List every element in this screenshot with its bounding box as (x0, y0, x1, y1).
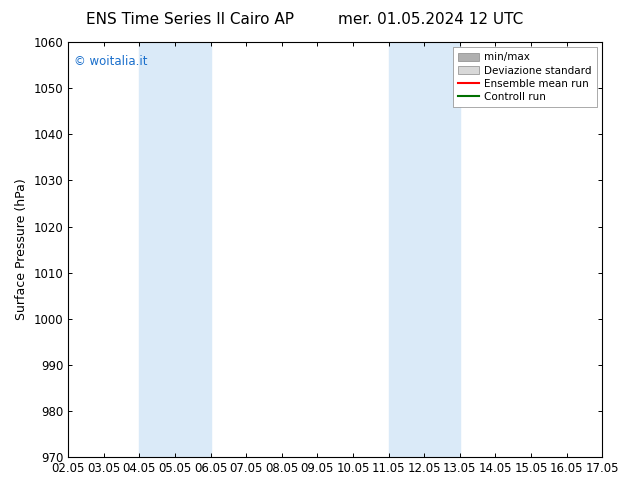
Legend: min/max, Deviazione standard, Ensemble mean run, Controll run: min/max, Deviazione standard, Ensemble m… (453, 47, 597, 107)
Bar (389, 42, 460, 457)
Text: © woitalia.it: © woitalia.it (74, 54, 147, 68)
Y-axis label: Surface Pressure (hPa): Surface Pressure (hPa) (15, 179, 28, 320)
Bar (139, 42, 210, 457)
Text: mer. 01.05.2024 12 UTC: mer. 01.05.2024 12 UTC (339, 12, 524, 27)
Text: ENS Time Series Il Cairo AP: ENS Time Series Il Cairo AP (86, 12, 294, 27)
